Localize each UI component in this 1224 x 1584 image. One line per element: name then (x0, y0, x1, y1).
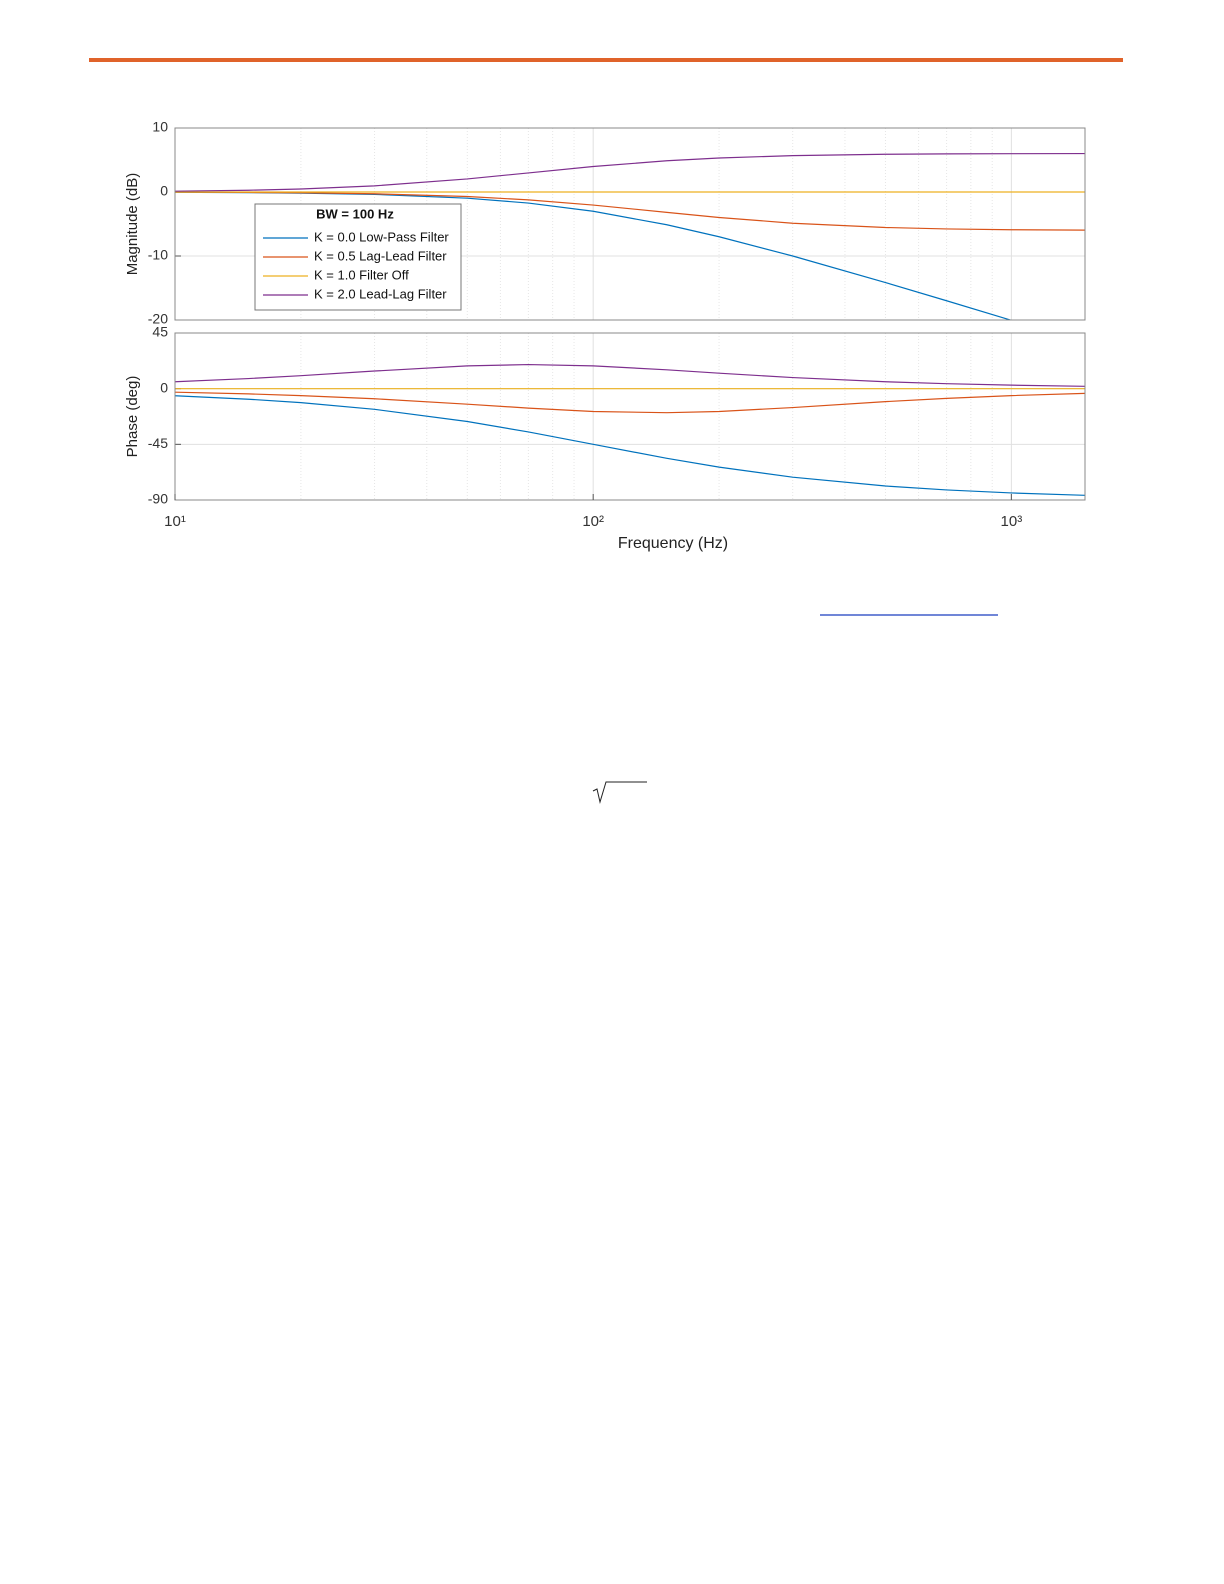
data-line (175, 395, 1085, 496)
x-tick-label: 10² (582, 513, 604, 530)
x-tick-label: 10¹ (164, 513, 186, 530)
y-tick-label: -10 (148, 247, 168, 263)
plot-area (175, 333, 1085, 500)
y-tick-label: 0 (160, 379, 168, 395)
legend-label: K = 0.0 Low-Pass Filter (314, 229, 449, 244)
y-tick-label: 10 (152, 119, 168, 135)
y-tick-label: 0 (160, 183, 168, 199)
legend-title: BW = 100 Hz (316, 206, 394, 221)
sqrt-symbol (592, 781, 647, 804)
x-tick-label: 10³ (1001, 513, 1023, 530)
legend-label: K = 1.0 Filter Off (314, 267, 409, 282)
data-line (175, 152, 1085, 192)
data-line (175, 363, 1085, 387)
y-tick-label: 45 (152, 324, 168, 340)
y-tick-label: -45 (148, 435, 168, 451)
legend-label: K = 0.5 Lag-Lead Filter (314, 248, 447, 263)
y-tick-label: -20 (148, 311, 168, 327)
y-axis-label: Phase (deg) (124, 376, 141, 458)
data-line (175, 191, 1085, 231)
x-axis-label: Frequency (Hz) (618, 535, 728, 552)
plot-frame (174, 332, 1086, 501)
plot-frame (174, 127, 1086, 321)
y-tick-label: -90 (148, 491, 168, 507)
y-axis-label: Magnitude (dB) (124, 173, 141, 276)
legend-label: K = 2.0 Lead-Lag Filter (314, 286, 447, 301)
data-line (175, 391, 1085, 414)
